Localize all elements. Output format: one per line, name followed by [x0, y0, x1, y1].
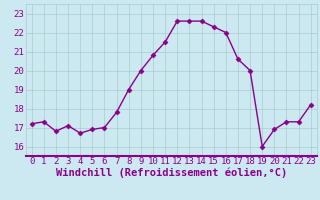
- X-axis label: Windchill (Refroidissement éolien,°C): Windchill (Refroidissement éolien,°C): [56, 168, 287, 178]
